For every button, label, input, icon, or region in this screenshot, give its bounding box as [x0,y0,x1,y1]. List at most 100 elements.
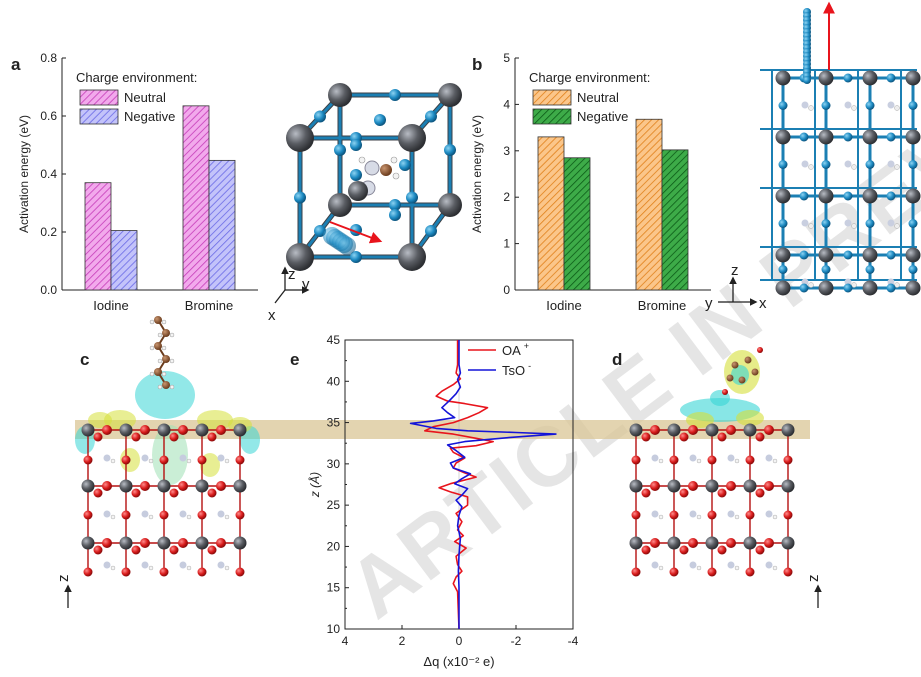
chart-b-axes: 0 1 2 3 4 5 Activation energy (eV) Iodine Bromin… [470,51,711,313]
migration-trail-atom [338,237,356,255]
lead-atom [818,70,834,86]
cation-atom [696,458,702,464]
halide-atom [778,219,788,228]
lead-atom [157,479,171,493]
halide-atom [908,101,918,110]
halide-atom [350,139,362,151]
lead-atom [667,479,681,493]
cation-atom [186,514,192,520]
halide-atom [425,225,437,237]
halide-atom [679,545,689,555]
y-tick-label: 40 [327,374,341,388]
legend-label: OA + [502,341,529,358]
chart-b-legend: Charge environment: Neutral Negative [529,70,650,125]
halide-atom [169,545,179,555]
cation-atom [110,514,116,520]
cation-atom [734,458,740,464]
cation-atom [179,510,187,518]
axis-indicator-a: z y x [268,266,310,324]
lead-atom [195,536,209,550]
x-tick-label: Bromine [638,298,686,313]
y-tick-label: 0.0 [40,283,57,297]
halide-atom [93,432,103,442]
halide-atom [778,101,788,110]
carbon-atom [380,164,392,176]
hydrogen-atom [157,332,163,338]
halide-atom [783,567,793,577]
halide-atom [843,250,853,260]
halide-atom [764,425,774,435]
halide-atom [374,114,386,126]
halide-atom [755,488,765,498]
y-tick-label: 5 [503,51,510,65]
hydrogen-atom [169,332,175,338]
halide-atom [886,250,896,260]
cation-atom [224,458,230,464]
halide-atom [745,567,755,577]
chart-b-bars [537,118,689,291]
halide-atom [389,209,401,221]
cation-atom [110,565,116,571]
halide-atom [707,510,717,520]
halide-atom [726,538,736,548]
lead-atom [119,536,133,550]
x-tick-label: 2 [399,634,406,648]
halide-atom [799,132,809,142]
halide-atom [93,488,103,498]
cation-atom [894,105,900,111]
halide-atom [83,455,93,465]
cation-atom [887,278,895,286]
series-line-1 [409,340,557,629]
lead-atom [119,479,133,493]
hydrogen-atom [390,156,398,164]
y-tick-label: 20 [327,539,341,553]
y-axis-title: Activation energy (eV) [17,115,31,233]
y-tick-label: 0.8 [40,51,57,65]
lead-atom [81,536,95,550]
cation-atom [696,565,702,571]
cation-atom [887,101,895,109]
halide-atom [350,169,362,181]
cation-atom [851,105,857,111]
lead-atom [905,280,921,296]
lead-atom [775,280,791,296]
axis-a-x-label: x [268,307,276,324]
cation-atom [658,458,664,464]
cation-atom [658,514,664,520]
cation-atom [772,514,778,520]
lead-atom [629,536,643,550]
halide-atom [389,89,401,101]
lead-atom [743,536,757,550]
halide-atom [908,160,918,169]
cation-atom [801,101,809,109]
y-tick-label: 0 [503,283,510,297]
axis-indicator-c: z [55,575,72,608]
halide-atom [755,545,765,555]
y-tick-label: 2 [503,190,510,204]
cation-atom [658,565,664,571]
y-axis-title: Activation energy (eV) [470,115,484,233]
halide-atom [197,510,207,520]
halide-atom [843,132,853,142]
axis-b-y-label: y [705,295,713,312]
hydrogen-atom [358,156,366,164]
lead-atom [775,129,791,145]
lead-atom [818,188,834,204]
halide-atom [778,160,788,169]
halide-atom [216,481,226,491]
legend-label: Neutral [124,90,166,105]
halide-atom [140,538,150,548]
cation-atom [851,282,857,288]
structure-d-charge-density [629,347,795,577]
halide-atom [350,251,362,263]
structure-b-slab [760,1,921,296]
cation-atom [727,510,735,518]
lead-atom [781,536,795,550]
halide-atom [707,455,717,465]
halide-atom [650,481,660,491]
legend-title: Charge environment: [76,70,197,85]
halide-atom [908,219,918,228]
halide-atom [764,538,774,548]
charge-density-isosurface [686,412,714,428]
lead-atom [775,247,791,263]
